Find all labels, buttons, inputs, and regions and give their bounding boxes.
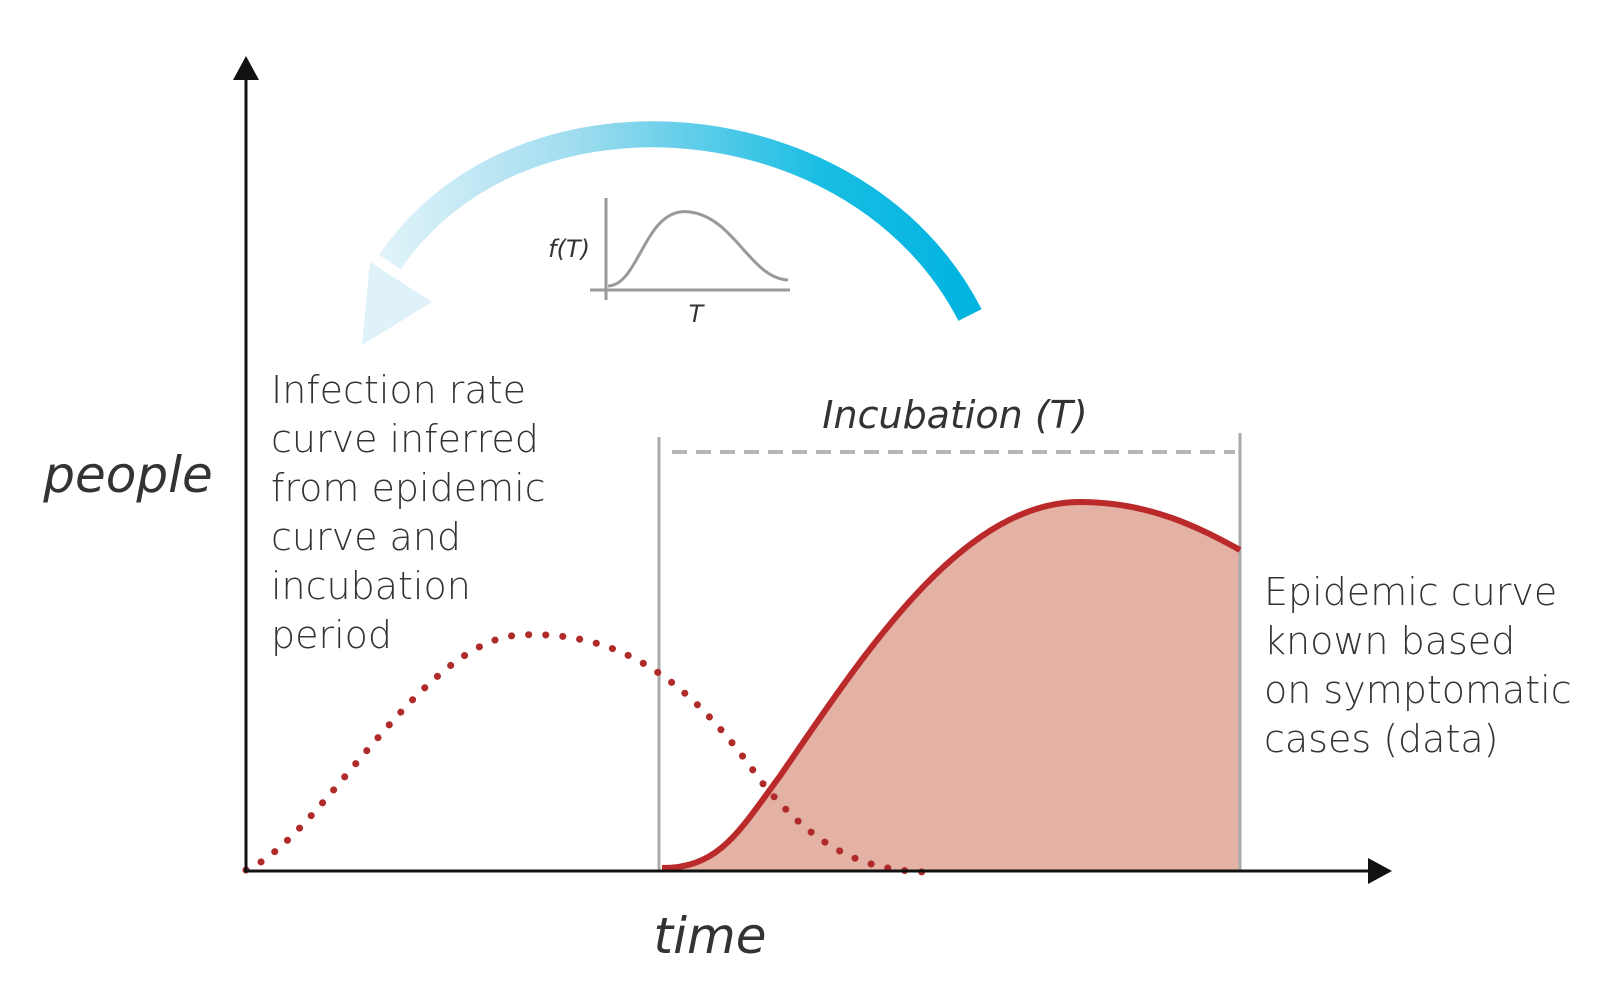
incubation-bracket: Incubation (T) (657, 393, 1242, 871)
inset-x-label: T (689, 300, 706, 328)
incubation-label: Incubation (T) (822, 393, 1087, 437)
x-axis-label: time (654, 907, 767, 965)
right-annotation-line: on symptomatic (1264, 668, 1572, 712)
inset-plot: f(T) T (548, 198, 790, 328)
right-annotation: Epidemic curve known based on symptomati… (1264, 570, 1584, 761)
curved-arrow-head (362, 262, 432, 345)
x-axis-arrowhead (1368, 858, 1392, 884)
y-axis-arrowhead (233, 56, 259, 80)
infection-rate-curve (242, 631, 929, 876)
right-annotation-line: cases (data) (1264, 717, 1498, 761)
left-annotation-line: curve and (271, 515, 461, 559)
epidemic-curve-fill (662, 502, 1240, 871)
left-annotation: Infection rate curve inferred from epide… (271, 368, 558, 657)
left-annotation-line: incubation (271, 564, 471, 608)
left-annotation-line: curve inferred (271, 417, 539, 461)
left-annotation-line: Infection rate (271, 368, 526, 412)
inset-y-label: f(T) (548, 235, 590, 263)
left-annotation-line: from epidemic (271, 466, 546, 510)
curved-arrow (362, 121, 982, 345)
left-annotation-line: period (271, 613, 392, 657)
inset-curve (607, 210, 789, 288)
right-annotation-line: known based (1264, 619, 1515, 663)
epidemic-curve-line (661, 498, 1242, 871)
curved-arrow-body (379, 121, 982, 321)
axes (233, 56, 1392, 884)
y-axis-label: people (42, 446, 212, 504)
right-annotation-line: Epidemic curve (1264, 570, 1557, 614)
